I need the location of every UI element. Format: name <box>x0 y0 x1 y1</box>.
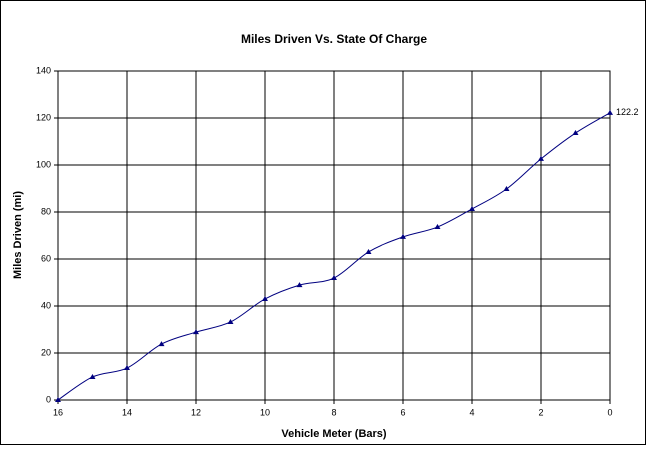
point-marker <box>400 233 406 239</box>
y-axis-label: Miles Driven (mi) <box>12 191 24 279</box>
y-tick-label: 20 <box>41 347 51 357</box>
y-tick-label: 0 <box>46 394 51 404</box>
y-tick-label: 60 <box>41 253 51 263</box>
chart-title: Miles Driven Vs. State Of Charge <box>241 32 427 46</box>
x-tick-label: 14 <box>122 407 132 417</box>
point-marker <box>572 130 579 136</box>
point-marker <box>124 365 130 371</box>
x-tick-label: 12 <box>191 407 201 417</box>
point-marker <box>262 295 268 301</box>
point-marker <box>365 248 372 254</box>
point-marker <box>538 155 544 161</box>
point-marker <box>469 205 475 211</box>
x-tick-label: 0 <box>607 407 612 417</box>
point-marker <box>158 341 165 347</box>
x-tick-label: 6 <box>400 407 405 417</box>
x-tick-label: 10 <box>260 407 270 417</box>
data-label: 122.2 <box>616 107 639 117</box>
x-tick-label: 4 <box>469 407 474 417</box>
y-tick-label: 120 <box>36 112 51 122</box>
point-marker <box>434 224 441 230</box>
x-tick-label: 16 <box>53 407 63 417</box>
point-marker <box>227 318 234 324</box>
x-tick-label: 8 <box>331 407 336 417</box>
y-tick-label: 140 <box>36 65 51 75</box>
point-marker <box>89 373 96 379</box>
y-tick-label: 80 <box>41 206 51 216</box>
point-marker <box>331 275 337 281</box>
point-marker <box>296 282 303 288</box>
point-marker <box>503 185 510 191</box>
point-marker <box>193 329 199 335</box>
x-tick-label: 2 <box>538 407 543 417</box>
point-marker <box>607 109 613 115</box>
y-tick-label: 40 <box>41 300 51 310</box>
x-axis-label: Vehicle Meter (Bars) <box>281 428 386 440</box>
plot-border <box>57 70 611 401</box>
point-marker <box>55 397 61 402</box>
y-tick-label: 100 <box>36 159 51 169</box>
